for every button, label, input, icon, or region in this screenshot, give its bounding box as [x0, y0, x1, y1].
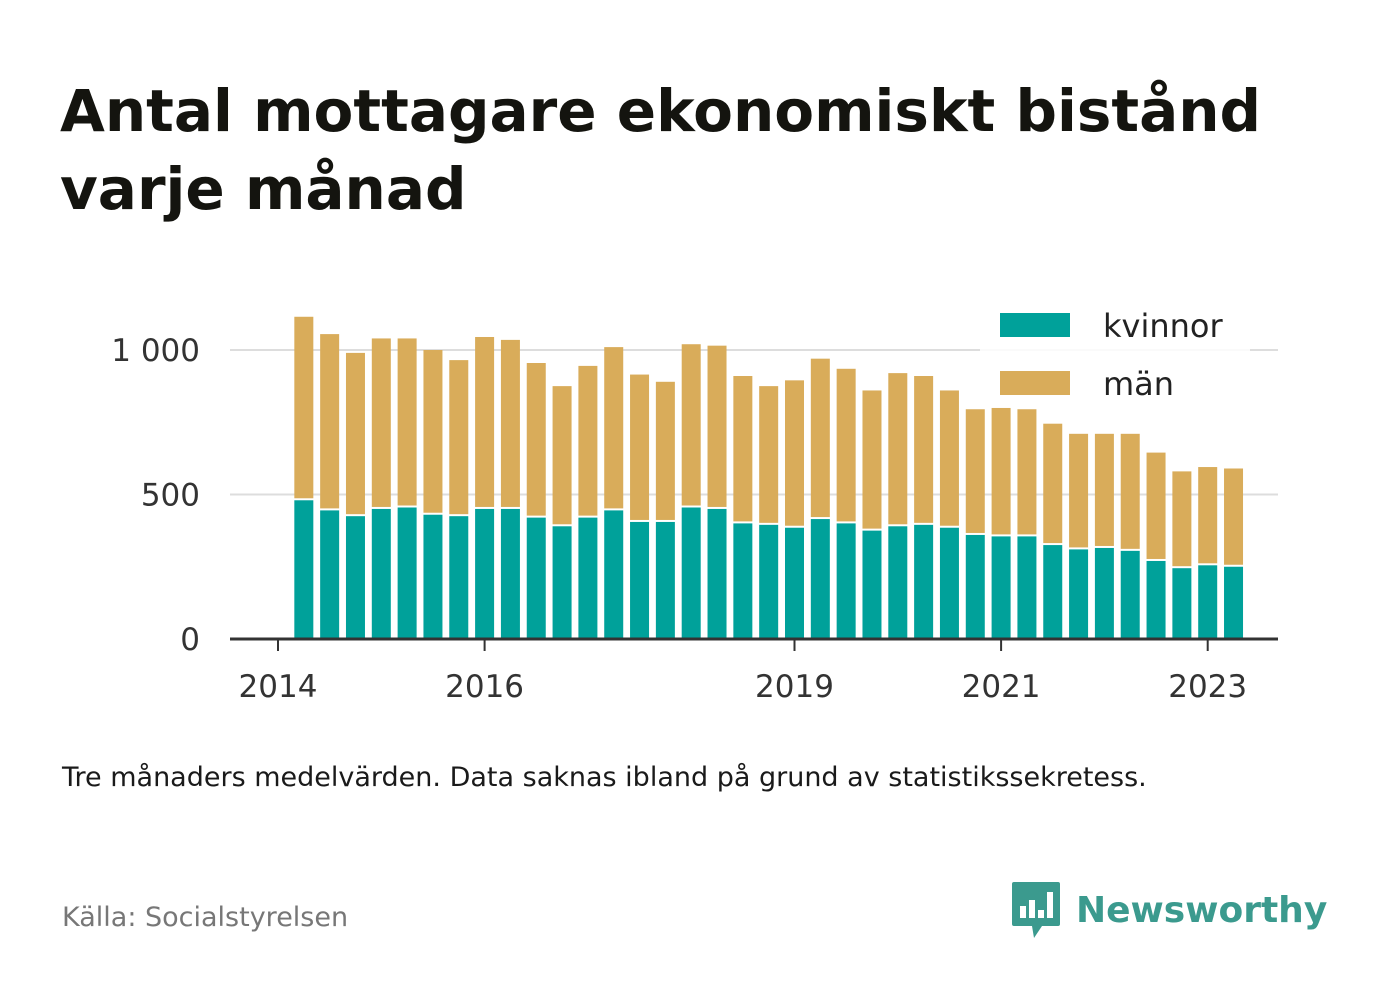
bar-kvinnor-2021-Q1 [1017, 536, 1037, 639]
bar-kvinnor-2017-Q1 [604, 510, 624, 639]
bar-man-2018-Q3 [759, 386, 779, 523]
legend-swatch-kvinnor [1000, 313, 1070, 337]
x-tick-label: 2019 [755, 669, 834, 705]
bar-kvinnor-2021-Q4 [1094, 547, 1114, 639]
y-tick-label: 500 [141, 478, 200, 514]
bar-man-2022-Q2 [1146, 452, 1166, 559]
bar-kvinnor-2017-Q3 [655, 521, 675, 639]
newsworthy-logo[interactable]: Newsworthy [1010, 880, 1327, 940]
bar-man-2022-Q3 [1172, 471, 1192, 567]
bar-kvinnor-2019-Q1 [810, 519, 830, 639]
bar-kvinnor-2015-Q4 [475, 508, 495, 639]
bar-man-2014-Q2 [320, 334, 340, 509]
bar-kvinnor-2021-Q3 [1069, 549, 1089, 639]
bar-chart-speech-bubble-icon [1012, 882, 1060, 938]
x-tick-label: 2016 [445, 669, 524, 705]
source-label: Källa: Socialstyrelsen [62, 902, 349, 933]
bar-kvinnor-2021-Q2 [1043, 545, 1063, 639]
bar-kvinnor-2022-Q1 [1120, 550, 1140, 639]
legend-swatch-man [1000, 371, 1070, 395]
x-tick-label: 2014 [239, 669, 318, 705]
bar-man-2019-Q3 [862, 390, 882, 529]
axes: 0 500 1 000 2014 2016 2019 2021 2023 [111, 333, 1278, 705]
bar-kvinnor-2018-Q2 [733, 523, 753, 639]
bar-man-2014-Q3 [345, 352, 365, 515]
bar-man-2020-Q2 [939, 390, 959, 526]
bar-man-2022-Q1 [1120, 433, 1140, 549]
brand-name: Newsworthy [1076, 889, 1328, 931]
bar-kvinnor-2015-Q3 [449, 516, 469, 639]
bar-kvinnor-2022-Q3 [1172, 568, 1192, 639]
bar-man-2015-Q3 [449, 360, 469, 515]
bar-man-2018-Q1 [707, 345, 727, 507]
legend-label-kvinnor: kvinnor [1103, 307, 1224, 345]
bar-man-2014-Q1 [294, 316, 314, 499]
bar-man-2021-Q1 [1017, 409, 1037, 535]
bar-man-2016-Q2 [526, 363, 546, 516]
bar-man-2016-Q3 [552, 386, 572, 525]
x-tick-label: 2021 [962, 669, 1041, 705]
bar-man-2021-Q3 [1069, 433, 1089, 548]
bar-kvinnor-2014-Q2 [320, 510, 340, 639]
y-tick-label: 1 000 [111, 333, 200, 369]
bar-man-2023-Q1 [1224, 468, 1244, 565]
y-tick-label: 0 [180, 622, 200, 658]
bar-kvinnor-2019-Q3 [862, 530, 882, 639]
bar-man-2021-Q4 [1094, 433, 1114, 546]
bar-man-2014-Q4 [371, 338, 391, 507]
bar-man-2017-Q2 [630, 374, 650, 520]
bar-kvinnor-2017-Q4 [681, 507, 701, 639]
bar-man-2021-Q2 [1043, 423, 1063, 544]
bar-kvinnor-2020-Q3 [965, 534, 985, 639]
bar-kvinnor-2015-Q1 [397, 507, 417, 639]
bar-man-2020-Q4 [991, 407, 1011, 535]
bar-kvinnor-2016-Q1 [500, 508, 520, 639]
bar-man-2015-Q1 [397, 338, 417, 506]
bar-kvinnor-2014-Q4 [371, 508, 391, 639]
bar-man-2017-Q3 [655, 381, 675, 520]
bar-kvinnor-2014-Q3 [345, 516, 365, 639]
bar-man-2019-Q2 [836, 368, 856, 522]
legend: kvinnor män [980, 300, 1250, 408]
x-tick-label: 2023 [1168, 669, 1247, 705]
bar-kvinnor-2014-Q1 [294, 500, 314, 639]
bars [294, 316, 1244, 639]
bar-man-2015-Q4 [475, 336, 495, 507]
bar-kvinnor-2022-Q4 [1198, 565, 1218, 639]
bar-man-2018-Q4 [785, 380, 804, 526]
bar-kvinnor-2023-Q1 [1224, 566, 1244, 639]
bar-kvinnor-2016-Q4 [578, 517, 598, 639]
bar-kvinnor-2020-Q1 [914, 524, 934, 639]
bar-kvinnor-2018-Q1 [707, 508, 727, 639]
legend-label-man: män [1103, 365, 1174, 403]
bar-kvinnor-2020-Q2 [939, 527, 959, 639]
chart-note: Tre månaders medelvärden. Data saknas ib… [62, 762, 1147, 793]
bar-man-2022-Q4 [1198, 467, 1218, 564]
chart-title: Antal mottagare ekonomiskt bistånd varje… [60, 77, 1262, 223]
bar-kvinnor-2016-Q3 [552, 526, 572, 639]
bar-man-2017-Q4 [681, 344, 701, 506]
bar-kvinnor-2018-Q4 [785, 527, 804, 639]
bar-kvinnor-2019-Q2 [836, 523, 856, 639]
bar-man-2020-Q3 [965, 409, 985, 533]
bar-man-2019-Q1 [810, 358, 830, 518]
bar-man-2018-Q2 [733, 376, 753, 522]
bar-kvinnor-2016-Q2 [526, 517, 546, 639]
bar-kvinnor-2019-Q4 [888, 526, 908, 639]
bar-man-2016-Q1 [500, 339, 520, 507]
bar-kvinnor-2017-Q2 [630, 521, 650, 639]
bar-man-2020-Q1 [914, 376, 934, 523]
bar-kvinnor-2022-Q2 [1146, 560, 1166, 639]
bar-man-2019-Q4 [888, 373, 908, 525]
bar-man-2017-Q1 [604, 347, 624, 509]
bar-kvinnor-2018-Q3 [759, 524, 779, 639]
bar-kvinnor-2015-Q2 [423, 514, 443, 639]
bar-man-2015-Q2 [423, 350, 443, 513]
bar-kvinnor-2020-Q4 [991, 536, 1011, 639]
bar-man-2016-Q4 [578, 365, 598, 516]
